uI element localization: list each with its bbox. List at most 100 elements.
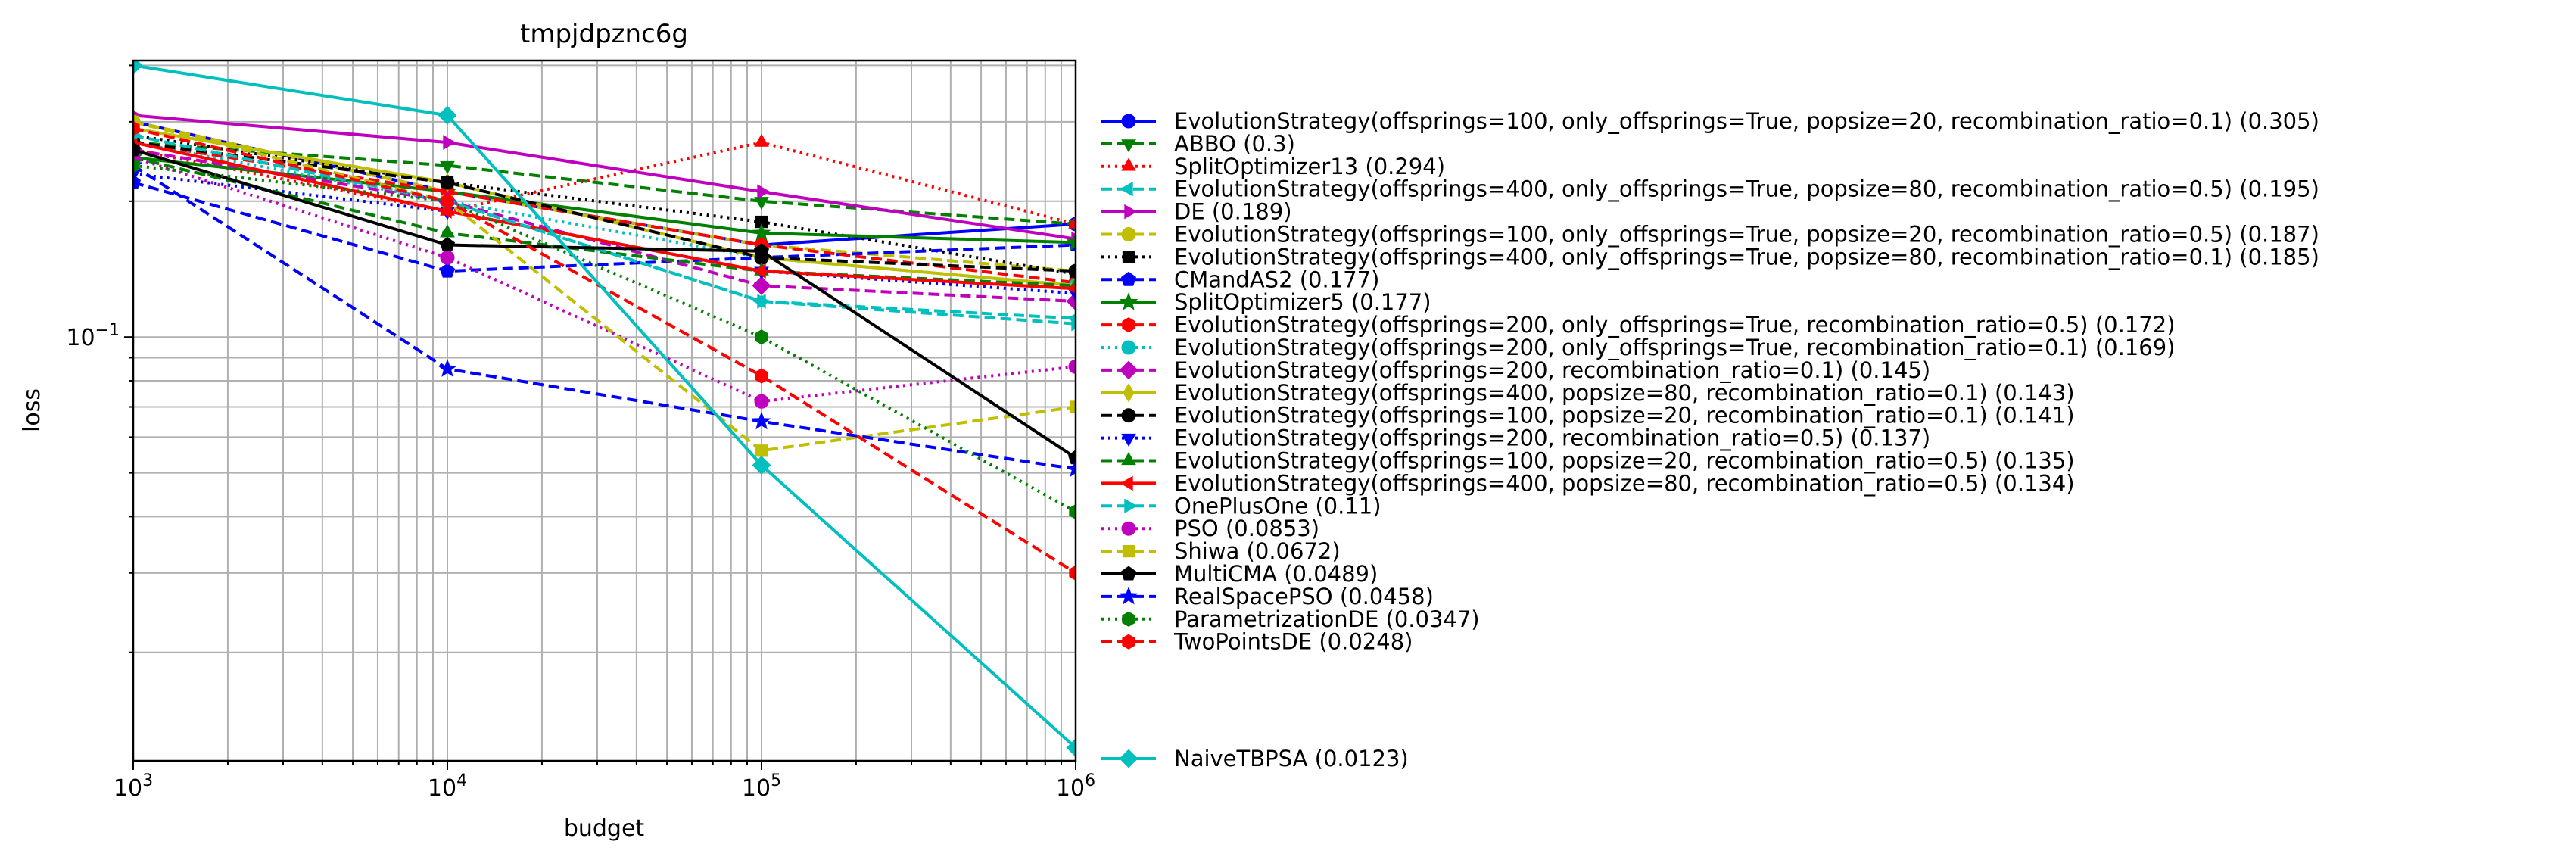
- series-marker: [752, 276, 771, 295]
- legend-label: ABBO (0.3): [1174, 131, 1295, 157]
- series-marker: [439, 237, 456, 252]
- legend-label: TwoPointsDE (0.0248): [1173, 629, 1413, 655]
- series-marker: [1119, 360, 1138, 380]
- series-marker: [752, 263, 766, 279]
- series-marker: [441, 193, 454, 209]
- legend-entry: EvolutionStrategy(offsprings=100, only_o…: [1101, 108, 2319, 134]
- series-marker: [1121, 139, 1136, 153]
- legend-entry: MultiCMA (0.0489): [1101, 561, 1378, 587]
- series-marker: [755, 444, 768, 457]
- series-marker: [752, 456, 771, 475]
- series-marker: [1119, 292, 1138, 310]
- series-marker: [755, 329, 768, 345]
- y-axis-label: loss: [19, 388, 45, 432]
- series-line: [133, 181, 1076, 273]
- series-line: [133, 141, 1076, 273]
- series-line: [133, 141, 1076, 226]
- series-marker: [1068, 359, 1076, 374]
- legend-entry: EvolutionStrategy(offsprings=200, recomb…: [1101, 357, 1930, 383]
- series-marker: [1123, 383, 1135, 403]
- legend-entry: SplitOptimizer13 (0.294): [1101, 154, 1445, 179]
- series-marker: [1067, 450, 1076, 465]
- series-marker: [440, 175, 455, 190]
- series-marker: [133, 61, 143, 75]
- series-marker: [757, 294, 771, 309]
- series-marker: [1066, 232, 1076, 251]
- legend-entry: EvolutionStrategy(offsprings=400, only_o…: [1101, 244, 2319, 270]
- legend-label: EvolutionStrategy(offsprings=400, popsiz…: [1174, 380, 2075, 406]
- legend-label: EvolutionStrategy(offsprings=200, only_o…: [1174, 312, 2175, 338]
- legend-entry: OnePlusOne (0.11): [1101, 493, 1381, 519]
- series-marker: [1121, 114, 1136, 129]
- series-marker: [439, 263, 456, 278]
- series-marker: [1119, 586, 1138, 605]
- series-line: [133, 114, 1076, 241]
- series-marker: [438, 105, 457, 125]
- legend-entry: SplitOptimizer5 (0.177): [1101, 289, 1431, 315]
- legend-label: EvolutionStrategy(offsprings=100, popsiz…: [1174, 403, 2075, 428]
- series-marker: [1120, 566, 1137, 581]
- series-marker: [752, 223, 771, 241]
- series-layer: [133, 61, 1076, 758]
- legend-label: NaiveTBPSA (0.0123): [1174, 746, 1409, 771]
- series-marker: [754, 394, 769, 409]
- legend-entry: EvolutionStrategy(offsprings=200, only_o…: [1101, 312, 2175, 338]
- series-line: [133, 148, 1076, 460]
- series-marker: [1121, 340, 1136, 355]
- x-tick-label: 106: [1056, 771, 1095, 802]
- legend-entry: TwoPointsDE (0.0248): [1101, 629, 1413, 655]
- series-marker: [755, 368, 768, 384]
- series-marker: [133, 120, 140, 136]
- legend-label: EvolutionStrategy(offsprings=100, only_o…: [1174, 222, 2319, 248]
- legend-entry: NaiveTBPSA (0.0123): [1101, 746, 1409, 771]
- series-marker: [438, 359, 457, 377]
- series-marker: [1066, 738, 1076, 758]
- legend-label: OnePlusOne (0.11): [1174, 493, 1381, 519]
- plot-frame: [132, 59, 1077, 762]
- series-marker: [133, 157, 140, 173]
- series-line: [133, 156, 1076, 404]
- series-marker: [1120, 475, 1133, 491]
- series-marker: [752, 411, 771, 430]
- legend-entry: PSO (0.0853): [1101, 516, 1319, 541]
- x-tick-label: 104: [428, 771, 467, 802]
- legend-label: SplitOptimizer13 (0.294): [1174, 154, 1445, 179]
- series-marker: [133, 142, 142, 157]
- series-16: [133, 135, 1076, 294]
- series-marker: [754, 197, 769, 210]
- series-marker: [443, 135, 456, 150]
- legend-entry: EvolutionStrategy(offsprings=200, recomb…: [1101, 425, 1930, 451]
- legend-label: SplitOptimizer5 (0.177): [1174, 289, 1431, 315]
- series-line: [133, 141, 1076, 291]
- legend-label: EvolutionStrategy(offsprings=200, recomb…: [1174, 357, 1930, 383]
- series-marker: [1119, 749, 1138, 768]
- series-marker: [1122, 317, 1135, 333]
- x-tick-label: 103: [114, 771, 153, 802]
- series-marker: [1121, 408, 1136, 423]
- series-line: [133, 164, 1076, 513]
- grid: [132, 61, 1076, 761]
- legend-entry: CMandAS2 (0.177): [1101, 266, 1379, 292]
- series-marker: [1122, 634, 1135, 650]
- series-marker: [1121, 227, 1136, 241]
- legend-label: MultiCMA (0.0489): [1174, 561, 1378, 587]
- series-line: [133, 141, 1076, 226]
- series-marker: [1069, 503, 1076, 519]
- legend-label: EvolutionStrategy(offsprings=200, only_o…: [1174, 335, 2175, 360]
- series-marker: [1121, 433, 1136, 447]
- series-line: [133, 164, 1076, 471]
- legend-entry: EvolutionStrategy(offsprings=100, popsiz…: [1101, 403, 2075, 428]
- legend-label: RealSpacePSO (0.0458): [1174, 584, 1434, 609]
- series-marker: [1122, 251, 1135, 263]
- legend-entry: RealSpacePSO (0.0458): [1101, 584, 1434, 609]
- legend-label: EvolutionStrategy(offsprings=100, only_o…: [1174, 108, 2319, 134]
- series-marker: [1069, 565, 1076, 581]
- series-line: [133, 172, 1076, 295]
- series-marker: [1068, 263, 1076, 279]
- legend: EvolutionStrategy(offsprings=100, only_o…: [1101, 108, 2319, 771]
- series-marker: [1071, 316, 1076, 332]
- legend-entry: Shiwa (0.0672): [1101, 538, 1341, 564]
- series-marker: [753, 243, 770, 258]
- legend-entry: EvolutionStrategy(offsprings=400, only_o…: [1101, 176, 2319, 202]
